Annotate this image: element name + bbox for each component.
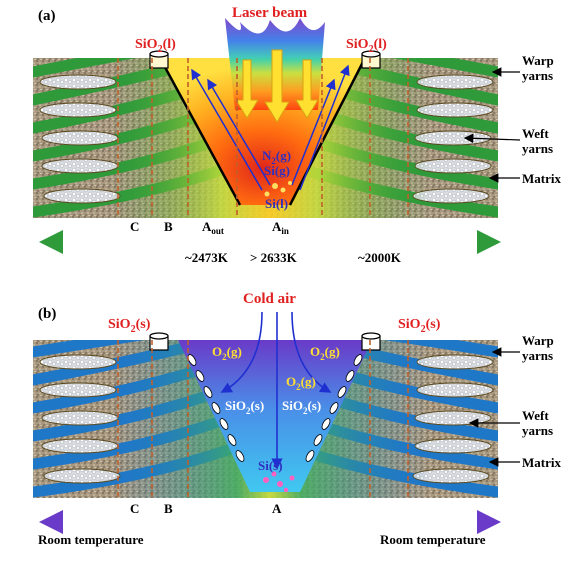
zone-c-label-b: C (130, 501, 139, 516)
warp-label-a-2: yarns (522, 68, 553, 83)
vapor-arrows (191, 64, 350, 191)
si-liquid-label: Si(l) (265, 196, 288, 211)
zone-c-label-a: C (130, 219, 139, 234)
si-droplets-a (264, 181, 292, 197)
zone-strip-b (33, 498, 498, 518)
warp-label-a: Warp (522, 53, 554, 68)
sio2-cylinders-b (149, 332, 381, 351)
o2-gas-label-right: O2(g) (310, 344, 340, 362)
zone-aout-label: Aout (202, 219, 224, 236)
weft-yarns-a (39, 74, 494, 204)
temp-label-2473: ~2473K (185, 250, 229, 265)
weft-yarns-b (39, 354, 494, 484)
zone-dividers-b (117, 340, 409, 518)
n2-gas-label: N2(g) (262, 148, 291, 166)
o2-gas-label-center: O2(g) (286, 374, 316, 392)
laser-arrows (235, 49, 319, 123)
warp-label-b: Warp (522, 333, 554, 348)
temp-label-2000: ~2000K (358, 250, 402, 265)
weft-label-a: Weft (522, 126, 549, 141)
cold-air-arrows (220, 311, 332, 470)
panel-a-tag: (a) (38, 8, 56, 24)
zone-dividers-a (117, 58, 409, 235)
room-temp-left: Room temperature (38, 532, 144, 547)
sio2-cylinders-a (149, 50, 381, 69)
legend-arrows-b (468, 347, 520, 467)
zone-strip-a (33, 218, 498, 236)
sio2-solid-wall-right: SiO2(s) (282, 398, 321, 416)
si-solid-label: Si(s) (258, 458, 283, 473)
laser-beam-label: Laser beam (232, 5, 308, 21)
temp-label-2633: > 2633K (250, 250, 298, 265)
o2-gas-label-left: O2(g) (212, 344, 242, 362)
sio2-solid-left: SiO2(s) (108, 317, 151, 335)
room-temp-right: Room temperature (380, 532, 486, 547)
zone-b-label-b: B (164, 501, 173, 516)
cold-air-label: Cold air (243, 291, 296, 307)
cooled-crater-b (178, 340, 372, 492)
legend-arrows-a (463, 67, 521, 183)
sio2-solid-wall-left: SiO2(s) (225, 398, 264, 416)
warp-label-b-2: yarns (522, 348, 553, 363)
panel-a: (a) Laser beam SiO2(l) SiO2(l) Warp yarn… (33, 5, 561, 265)
matrix-label-a: Matrix (522, 171, 561, 186)
si-droplets-b (263, 471, 295, 493)
panel-b: (b) Cold air SiO2(s) SiO2(s) O2(g) O2(g)… (33, 291, 561, 547)
panel-b-tag: (b) (38, 306, 56, 322)
weft-label-a-2: yarns (522, 141, 553, 156)
si-gas-label: Si(g) (264, 163, 290, 178)
zone-ain-label: Ain (272, 219, 289, 236)
weft-label-b: Weft (522, 408, 549, 423)
sio2-flakes (187, 354, 363, 462)
sio2-liquid-left: SiO2(l) (135, 37, 176, 55)
zone-b-label-a: B (164, 219, 173, 234)
sio2-liquid-right: SiO2(l) (346, 37, 387, 55)
matrix-label-b: Matrix (522, 455, 561, 470)
weft-label-b-2: yarns (522, 423, 553, 438)
zone-a-label-b: A (272, 501, 282, 516)
sio2-solid-right: SiO2(s) (398, 317, 441, 335)
